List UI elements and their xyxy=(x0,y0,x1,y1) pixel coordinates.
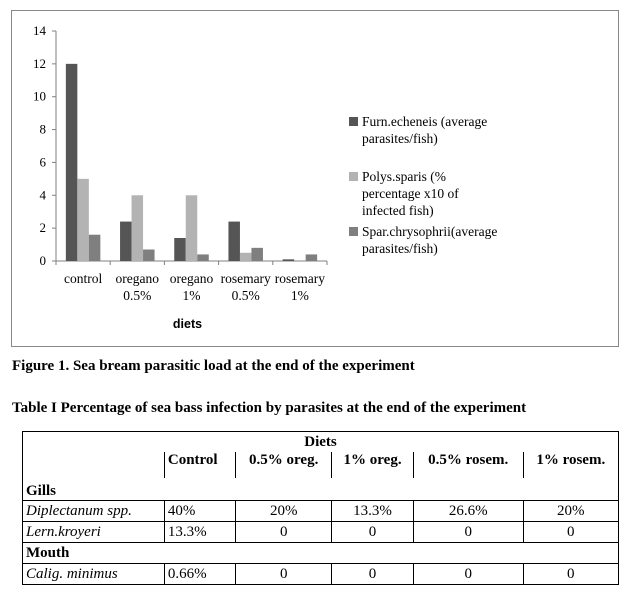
empty-header-cell xyxy=(22,452,165,478)
infection-table: Diets Control 0.5% oreg. 1% oreg. 0.5% r… xyxy=(22,431,620,585)
x-tick-label: 0.5% xyxy=(232,288,260,303)
legend-label: percentage x10 of xyxy=(362,186,459,201)
bar-chart: 0 2 4 6 8 10 12 14 control oregano 0.5% oregano 1% ro… xyxy=(11,10,619,347)
bar xyxy=(143,249,155,261)
bar xyxy=(185,195,198,261)
col-header-oregano-1: 1% oreg. xyxy=(331,452,414,478)
legend-label: Furn.echeneis (average xyxy=(362,114,487,129)
table-cell: 0 xyxy=(331,563,414,585)
bar xyxy=(88,234,101,261)
bar xyxy=(228,221,240,261)
col-header-control: Control xyxy=(163,452,237,478)
bar xyxy=(131,195,144,261)
table-cell: 0 xyxy=(412,521,524,543)
legend-label: parasites/fish) xyxy=(362,241,438,256)
x-tick-label: control xyxy=(64,271,102,286)
x-tick-label: oregano xyxy=(116,271,160,286)
bar xyxy=(120,221,132,261)
table-cell: 26.6% xyxy=(412,500,524,522)
legend-label: infected fish) xyxy=(362,203,434,218)
x-tick-label: 1% xyxy=(291,288,309,303)
table-caption: Table I Percentage of sea bass infection… xyxy=(12,400,527,416)
y-tick-label: 8 xyxy=(40,122,47,137)
table-cell: 0 xyxy=(235,521,333,543)
table-cell: 0 xyxy=(522,563,620,585)
bar xyxy=(77,178,89,261)
table-group-header-row: Diets xyxy=(22,431,619,452)
table-cell: 13.3% xyxy=(163,521,237,543)
table-row: Diplectanum spp. 40% 20% 13.3% 26.6% 20% xyxy=(22,500,620,522)
figure-caption: Figure 1. Sea bream parasitic load at th… xyxy=(12,358,415,374)
y-tick-label: 12 xyxy=(33,56,46,71)
table-cell: 13.3% xyxy=(331,500,414,522)
table-cell: 0.66% xyxy=(163,563,237,585)
bar xyxy=(251,247,263,261)
table-cell: 20% xyxy=(235,500,333,522)
bar xyxy=(282,259,295,261)
diets-header: Diets xyxy=(22,431,619,452)
y-tick-label: 14 xyxy=(33,23,47,38)
bar xyxy=(197,254,209,261)
table-cell: 0 xyxy=(412,563,524,585)
section-label-gills: Gills xyxy=(22,478,619,501)
section-label-mouth: Mouth xyxy=(22,542,619,564)
section-row-mouth: Mouth xyxy=(22,542,619,564)
legend-swatch xyxy=(349,117,358,126)
table-cell: 0 xyxy=(522,521,620,543)
y-tick-label: 6 xyxy=(40,154,47,169)
section-row-gills: Gills xyxy=(22,478,619,501)
parasite-name: Diplectanum spp. xyxy=(22,500,165,522)
col-header-rosemary-1: 1% rosem. xyxy=(522,452,620,478)
table-cell: 40% xyxy=(163,500,237,522)
bar xyxy=(174,238,186,261)
col-header-rosemary-0-5: 0.5% rosem. xyxy=(412,452,524,478)
table-column-header-row: Control 0.5% oreg. 1% oreg. 0.5% rosem. … xyxy=(22,452,620,478)
col-header-oregano-0-5: 0.5% oreg. xyxy=(235,452,333,478)
x-tick-label: rosemary xyxy=(275,271,325,286)
y-tick-label: 0 xyxy=(40,253,47,268)
parasite-name: Lern.kroyeri xyxy=(22,521,165,543)
x-tick-label: oregano xyxy=(170,271,214,286)
x-axis-title: diets xyxy=(173,317,202,331)
table-cell: 0 xyxy=(235,563,333,585)
legend-swatch xyxy=(349,227,358,236)
legend-label: Spar.chrysophrii(average xyxy=(362,224,497,239)
x-tick-label: 1% xyxy=(183,288,201,303)
y-tick-label: 10 xyxy=(33,89,46,104)
parasite-name: Calig. minimus xyxy=(22,563,165,585)
x-tick-label: 0.5% xyxy=(123,288,151,303)
legend-swatch xyxy=(349,172,358,181)
table-cell: 0 xyxy=(331,521,414,543)
bar xyxy=(239,252,252,261)
y-tick-label: 2 xyxy=(40,220,47,235)
chart-canvas: 0 2 4 6 8 10 12 14 control oregano 0.5% oregano 1% ro… xyxy=(33,23,497,331)
x-tick-label: rosemary xyxy=(221,271,271,286)
table-row: Lern.kroyeri 13.3% 0 0 0 0 xyxy=(22,521,620,543)
bar xyxy=(305,254,318,261)
bar xyxy=(65,63,78,261)
y-tick-label: 4 xyxy=(40,187,47,202)
table-row: Calig. minimus 0.66% 0 0 0 0 xyxy=(22,563,620,585)
table-cell: 20% xyxy=(522,500,620,522)
legend-label: parasites/fish) xyxy=(362,131,438,146)
legend-label: Polys.sparis (% xyxy=(362,169,446,184)
